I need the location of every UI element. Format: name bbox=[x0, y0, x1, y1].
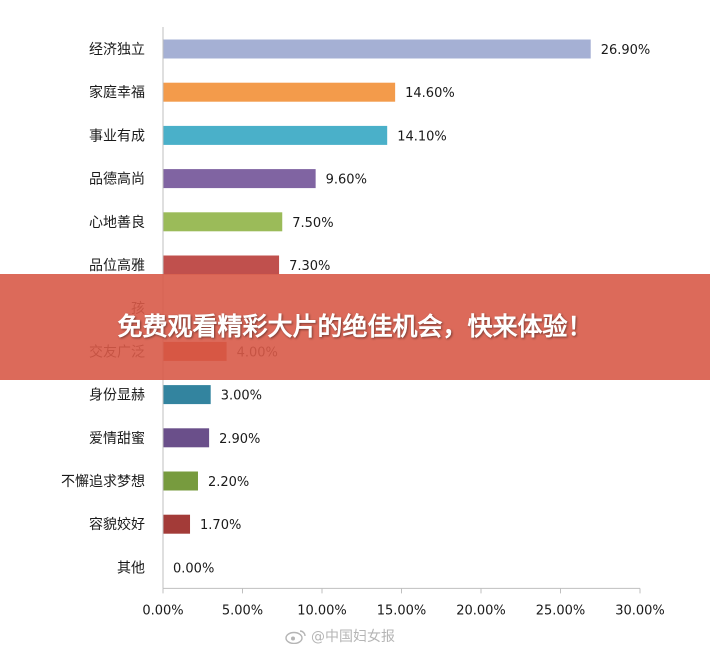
data-label: 14.60% bbox=[405, 86, 455, 101]
bar bbox=[163, 471, 198, 491]
x-tick-label: 0.00% bbox=[142, 603, 183, 618]
bar bbox=[163, 212, 283, 232]
watermark: @中国妇女报 bbox=[285, 626, 395, 646]
bar bbox=[163, 125, 388, 145]
category-label: 心地善良 bbox=[89, 215, 145, 231]
category-label: 家庭幸福 bbox=[89, 84, 145, 101]
data-label: 14.10% bbox=[397, 129, 447, 144]
bar bbox=[163, 169, 316, 189]
data-label: 2.20% bbox=[208, 475, 249, 490]
x-tick-label: 30.00% bbox=[615, 603, 665, 618]
data-label: 2.90% bbox=[219, 432, 260, 447]
x-tick-label: 5.00% bbox=[222, 603, 263, 618]
category-label: 经济独立 bbox=[89, 42, 145, 58]
data-label: 0.00% bbox=[173, 561, 214, 576]
category-label: 身份显赫 bbox=[89, 388, 145, 404]
x-tick-label: 10.00% bbox=[297, 603, 347, 618]
bar bbox=[163, 514, 191, 534]
category-label: 品德高尚 bbox=[89, 171, 145, 188]
data-label: 3.00% bbox=[221, 389, 262, 404]
data-label: 26.90% bbox=[601, 43, 651, 58]
category-label: 不懈追求梦想 bbox=[61, 473, 145, 490]
bar bbox=[163, 255, 280, 275]
bar bbox=[163, 385, 211, 405]
banner-text: 免费观看精彩大片的绝佳机会，快来体验！ bbox=[117, 312, 593, 341]
x-tick-label: 20.00% bbox=[456, 603, 506, 618]
promo-banner[interactable]: 免费观看精彩大片的绝佳机会，快来体验！ bbox=[0, 274, 710, 380]
data-label: 7.30% bbox=[289, 259, 330, 274]
category-label: 爱情甜蜜 bbox=[89, 431, 145, 447]
category-label: 品位高雅 bbox=[89, 257, 145, 274]
category-label: 容貌姣好 bbox=[89, 516, 145, 533]
x-tick-label: 25.00% bbox=[536, 603, 586, 618]
watermark-text: @中国妇女报 bbox=[311, 629, 395, 645]
x-tick-label: 15.00% bbox=[377, 603, 427, 618]
weibo-icon bbox=[285, 630, 306, 644]
category-label: 事业有成 bbox=[89, 128, 145, 144]
data-label: 9.60% bbox=[326, 173, 367, 188]
bar bbox=[163, 428, 210, 448]
bar bbox=[163, 82, 396, 102]
data-label: 7.50% bbox=[292, 216, 333, 231]
bar bbox=[163, 39, 591, 59]
data-label: 1.70% bbox=[200, 518, 241, 533]
x-axis: 0.00% 5.00% 10.00% 15.00% 20.00% 25.00% 30.00% bbox=[142, 587, 665, 618]
category-label: 其他 bbox=[117, 560, 145, 576]
